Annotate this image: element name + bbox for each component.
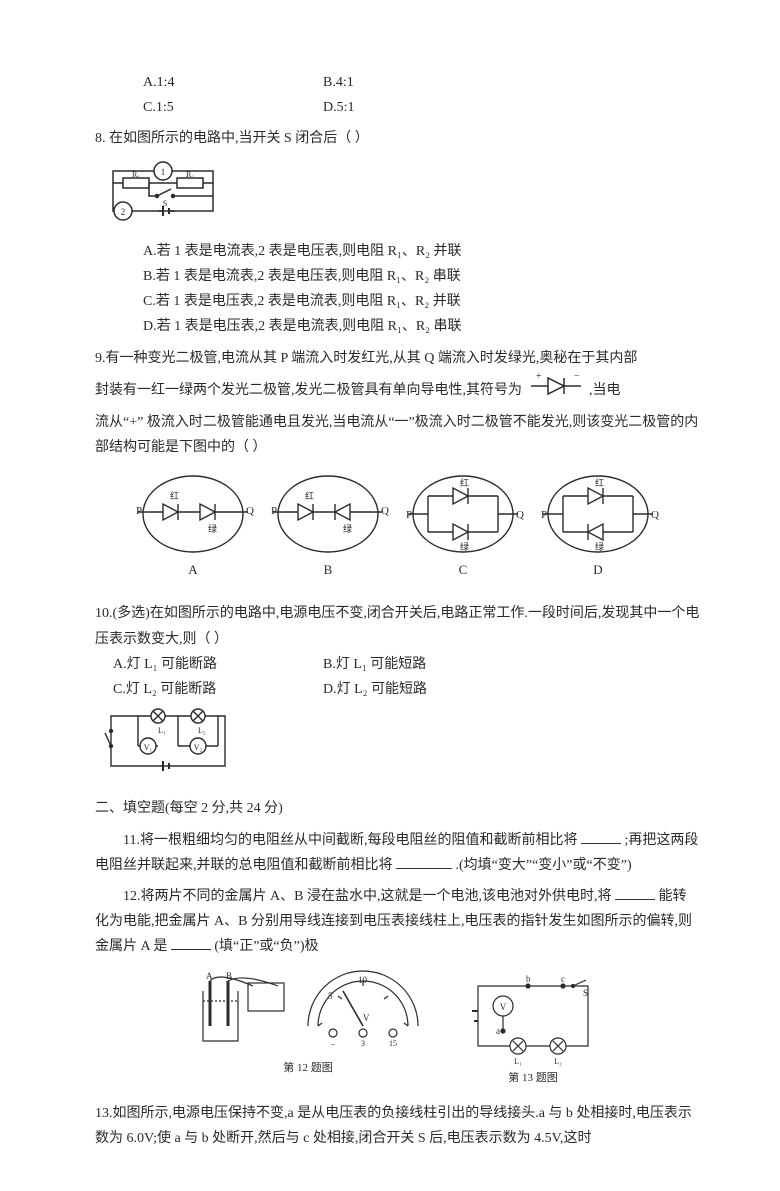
q8-circuit-diagram: 1 R₁ R₂ S 2 bbox=[103, 156, 700, 235]
svg-text:第 12 题图: 第 12 题图 bbox=[283, 1060, 333, 1074]
q12-blank2[interactable] bbox=[171, 935, 211, 950]
svg-text:绿: 绿 bbox=[460, 541, 469, 552]
svg-text:1: 1 bbox=[161, 167, 166, 177]
q7-opt-c: C.1:5 bbox=[143, 95, 323, 120]
svg-text:L₂: L₂ bbox=[198, 726, 206, 735]
svg-text:S: S bbox=[583, 988, 588, 998]
q8-stem: 8. 在如图所示的电路中,当开关 S 闭合后（ ） bbox=[95, 126, 700, 151]
svg-text:3: 3 bbox=[361, 1039, 365, 1048]
q13-text: 13.如图所示,电源电压保持不变,a 是从电压表的负接线柱引出的导线接头.a 与… bbox=[95, 1101, 700, 1151]
q10-opt-c: C.灯 L₂ 可能断路 bbox=[113, 677, 313, 702]
svg-text:R₁: R₁ bbox=[132, 170, 140, 179]
q9-options-diagram: P Q 红 绿 A P Q bbox=[95, 466, 700, 595]
q10-opt-b: B.灯 L₁ 可能短路 bbox=[323, 652, 523, 677]
q7-opt-b: B.4:1 bbox=[323, 70, 503, 95]
q8-opt-b: B.若 1 表是电流表,2 表是电压表,则电阻 R₁、R₂ 串联 bbox=[143, 264, 700, 289]
q10: 10.(多选)在如图所示的电路中,电源电压不变,闭合开关后,电路正常工作.一段时… bbox=[95, 601, 700, 790]
svg-text:B: B bbox=[323, 562, 332, 577]
svg-text:a: a bbox=[496, 1026, 500, 1036]
q11: 11.将一根粗细均匀的电阻丝从中间截断,每段电阻丝的阻值和截断前相比将 ;再把这… bbox=[95, 828, 700, 878]
q11-textc: .(均填“变大”“变小”或“不变”) bbox=[456, 858, 632, 873]
q8-opt-d: D.若 1 表是电压表,2 表是电流表,则电阻 R₁、R₂ 串联 bbox=[143, 314, 700, 339]
q8: 8. 在如图所示的电路中,当开关 S 闭合后（ ） 1 R₁ R₂ bbox=[95, 126, 700, 339]
q8-opt-c: C.若 1 表是电压表,2 表是电流表,则电阻 R₁、R₂ 并联 bbox=[143, 289, 700, 314]
svg-text:R₂: R₂ bbox=[186, 170, 194, 179]
svg-text:绿: 绿 bbox=[208, 523, 217, 534]
svg-text:P: P bbox=[136, 505, 142, 517]
svg-text:2: 2 bbox=[121, 207, 126, 217]
q12-texta: 12.将两片不同的金属片 A、B 浸在盐水中,这就是一个电池,该电池对外供电时,… bbox=[123, 889, 611, 904]
q9-line1: 9.有一种变光二极管,电流从其 P 端流入时发红光,从其 Q 端流入时发绿光,奥… bbox=[95, 346, 700, 371]
q12-blank1[interactable] bbox=[615, 885, 655, 900]
svg-text:P: P bbox=[541, 509, 547, 521]
svg-text:L₂: L₂ bbox=[554, 1057, 562, 1066]
svg-text:L₁: L₁ bbox=[158, 726, 166, 735]
q9-line2: 封装有一红一绿两个发光二极管,发光二极管具有单向导电性,其符号为 + − ,当电 bbox=[95, 371, 700, 410]
svg-text:C: C bbox=[458, 562, 467, 577]
q9-line2a: 封装有一红一绿两个发光二极管,发光二极管具有单向导电性,其符号为 bbox=[95, 383, 522, 398]
q10-circuit-diagram: V₁ V₂ L₁ L₂ bbox=[103, 706, 700, 790]
q12: 12.将两片不同的金属片 A、B 浸在盐水中,这就是一个电池,该电池对外供电时,… bbox=[95, 884, 700, 1095]
q7-opt-d: D.5:1 bbox=[323, 95, 503, 120]
svg-text:–: – bbox=[330, 1039, 336, 1048]
svg-text:P: P bbox=[271, 505, 277, 517]
svg-text:D: D bbox=[593, 562, 602, 577]
svg-text:c: c bbox=[561, 974, 565, 984]
svg-text:红: 红 bbox=[170, 490, 179, 501]
q8-options: A.若 1 表是电流表,2 表是电压表,则电阻 R₁、R₂ 并联 B.若 1 表… bbox=[95, 239, 700, 340]
q11-texta: 11.将一根粗细均匀的电阻丝从中间截断,每段电阻丝的阻值和截断前相比将 bbox=[123, 833, 577, 848]
q9-line3: 流从“+” 极流入时二极管能通电且发光,当电流从“一”极流入时二极管不能发光,则… bbox=[95, 410, 700, 460]
q7-options: A.1:4 B.4:1 bbox=[143, 70, 700, 95]
section2-title: 二、填空题(每空 2 分,共 24 分) bbox=[95, 796, 700, 821]
svg-text:绿: 绿 bbox=[343, 523, 352, 534]
q11-blank1[interactable] bbox=[581, 829, 621, 844]
svg-text:V: V bbox=[499, 1002, 506, 1012]
svg-text:Q: Q bbox=[246, 505, 254, 517]
svg-text:5: 5 bbox=[328, 991, 333, 1001]
svg-text:−: − bbox=[574, 371, 580, 382]
q10-options: A.灯 L₁ 可能断路 B.灯 L₁ 可能短路 C.灯 L₂ 可能断路 D.灯 … bbox=[113, 652, 700, 702]
q11-blank2[interactable] bbox=[396, 854, 452, 869]
svg-text:红: 红 bbox=[595, 477, 604, 488]
q10-stem: 10.(多选)在如图所示的电路中,电源电压不变,闭合开关后,电路正常工作.一段时… bbox=[95, 601, 700, 651]
svg-text:Q: Q bbox=[381, 505, 389, 517]
q9: 9.有一种变光二极管,电流从其 P 端流入时发红光,从其 Q 端流入时发绿光,奥… bbox=[95, 346, 700, 596]
svg-text:A: A bbox=[188, 562, 198, 577]
q9-line2b: ,当电 bbox=[589, 383, 621, 398]
q7-options-row2: C.1:5 D.5:1 bbox=[143, 95, 700, 120]
q10-opt-a: A.灯 L₁ 可能断路 bbox=[113, 652, 313, 677]
q12-q13-figures: A B 5 10 bbox=[95, 966, 700, 1095]
svg-text:Q: Q bbox=[516, 509, 524, 521]
q7-opt-a: A.1:4 bbox=[143, 70, 323, 95]
svg-text:b: b bbox=[526, 974, 531, 984]
diode-symbol-icon: + − bbox=[526, 371, 586, 410]
q12-textc: (填“正”或“负”)极 bbox=[214, 939, 318, 954]
svg-text:第 13 题图: 第 13 题图 bbox=[508, 1070, 558, 1084]
svg-text:P: P bbox=[406, 509, 412, 521]
q10-opt-d: D.灯 L₂ 可能短路 bbox=[323, 677, 523, 702]
svg-text:Q: Q bbox=[651, 509, 659, 521]
svg-text:V: V bbox=[363, 1013, 370, 1023]
svg-text:V₂: V₂ bbox=[194, 743, 203, 752]
svg-text:10: 10 bbox=[358, 975, 368, 985]
svg-text:V₁: V₁ bbox=[144, 743, 153, 752]
svg-text:L₁: L₁ bbox=[514, 1057, 522, 1066]
svg-text:绿: 绿 bbox=[595, 541, 604, 552]
svg-text:红: 红 bbox=[305, 490, 314, 501]
svg-text:红: 红 bbox=[460, 477, 469, 488]
svg-text:+: + bbox=[536, 371, 542, 382]
q8-opt-a: A.若 1 表是电流表,2 表是电压表,则电阻 R₁、R₂ 并联 bbox=[143, 239, 700, 264]
q13: 13.如图所示,电源电压保持不变,a 是从电压表的负接线柱引出的导线接头.a 与… bbox=[95, 1101, 700, 1151]
svg-text:15: 15 bbox=[389, 1039, 397, 1048]
